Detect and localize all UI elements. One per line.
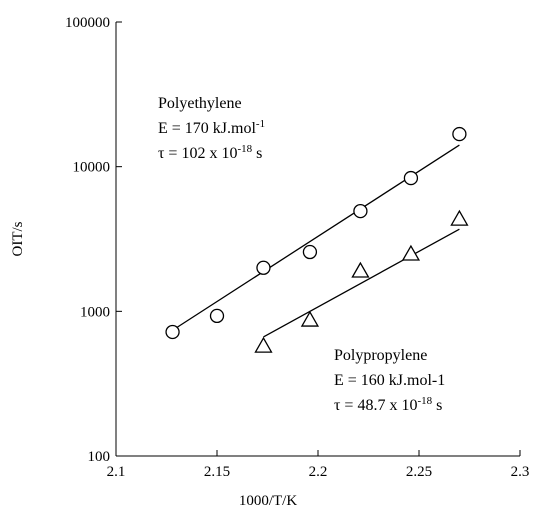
point: [450, 209, 469, 226]
annotation-sup: -18: [417, 395, 432, 407]
point: [302, 244, 318, 260]
annotation-text: Polyethylene: [158, 95, 242, 112]
x-tick-label: 2.1: [107, 464, 126, 480]
annotation: E = 170 kJ.mol-1: [158, 118, 265, 137]
point: [403, 170, 419, 186]
annotation-text: E = 160 kJ.mol-1: [334, 372, 445, 389]
point: [254, 336, 273, 353]
annotation: Polyethylene: [158, 95, 242, 112]
annotation-sup: -1: [256, 118, 265, 130]
annotation: E = 160 kJ.mol-1: [334, 372, 445, 389]
y-tick-label: 100000: [65, 15, 110, 31]
point: [256, 260, 271, 275]
annotation: τ = 102 x 10-18 s: [158, 143, 262, 162]
annotation-text: Polypropylene: [334, 347, 427, 364]
fit-line: [263, 228, 460, 338]
annotation-suffix: s: [432, 397, 442, 414]
annotation-suffix: s: [252, 145, 262, 162]
x-axis-label: 1000/T/K: [239, 493, 297, 509]
annotation-text: E = 170 kJ.mol: [158, 120, 256, 137]
point: [209, 308, 225, 324]
fit-line: [172, 144, 460, 331]
annotation-sup: -18: [237, 143, 252, 155]
annotation-text: τ = 48.7 x 10: [334, 397, 417, 414]
annotation-text: τ = 102 x 10: [158, 145, 237, 162]
x-tick-label: 2.25: [406, 464, 432, 480]
annotation: τ = 48.7 x 10-18 s: [334, 395, 442, 414]
x-tick-label: 2.2: [309, 464, 328, 480]
y-axis-label: OIT/s: [10, 221, 26, 256]
y-tick-label: 100: [88, 449, 111, 465]
x-tick-label: 2.3: [511, 464, 530, 480]
point: [353, 203, 368, 219]
point: [452, 126, 467, 142]
x-tick-label: 2.15: [204, 464, 230, 480]
y-tick-label: 1000: [80, 304, 110, 320]
point: [300, 310, 320, 327]
y-tick-label: 10000: [73, 160, 111, 176]
point: [351, 261, 370, 278]
point: [401, 244, 421, 261]
annotation: Polypropylene: [334, 347, 427, 364]
point: [165, 324, 180, 340]
